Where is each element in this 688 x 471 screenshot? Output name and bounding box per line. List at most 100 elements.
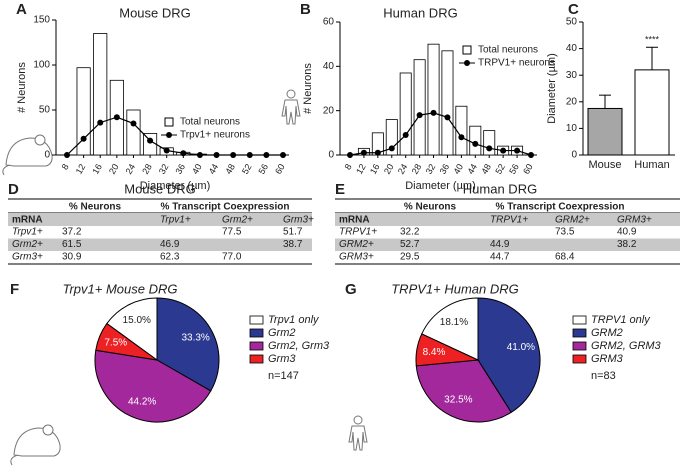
- bar: [427, 43, 440, 156]
- legend-swatch: [462, 45, 472, 55]
- y-tick-label: 40: [566, 43, 578, 54]
- point: [514, 147, 521, 154]
- point: [444, 114, 451, 121]
- chart-title: Trpv1+ Mouse DRG: [63, 281, 178, 296]
- column-header: TRPV1+: [490, 215, 528, 226]
- table-cell: 51.7: [283, 227, 303, 238]
- table-cell: Grm2+: [12, 239, 43, 250]
- x-tick-label: 8: [60, 162, 71, 171]
- legend-marker: [464, 60, 470, 66]
- bar: [469, 125, 482, 156]
- point: [147, 137, 154, 144]
- legend-swatch: [249, 315, 264, 325]
- x-tick-label: 44: [207, 162, 221, 176]
- table-cell: Trpv1+: [12, 227, 43, 238]
- point: [97, 119, 104, 126]
- table-cell: 44.7: [490, 252, 510, 263]
- table-cell: 30.9: [62, 252, 82, 263]
- x-tick-label: 12: [354, 162, 368, 176]
- point: [416, 112, 423, 119]
- note: n=83: [591, 370, 616, 382]
- table-cell: 77.5: [222, 227, 242, 238]
- legend-label: Trpv1+ neurons: [180, 130, 250, 141]
- mouse-icon: [2, 134, 53, 176]
- legend-label: GRM2, GRM3: [591, 340, 662, 352]
- y-tick-label: 40: [323, 61, 335, 72]
- chart-title: TRPV1+ Human DRG: [391, 281, 519, 296]
- table-cell: GRM2+: [339, 239, 374, 250]
- point: [472, 140, 479, 147]
- x-tick-label: 28: [140, 162, 154, 176]
- y-tick-label: 0: [571, 150, 577, 161]
- table-cell: 38.7: [283, 239, 303, 250]
- note: n=147: [268, 370, 299, 382]
- y-axis-label: # Neurons: [302, 63, 314, 114]
- x-tick-label: 12: [74, 162, 88, 176]
- chart-title: Mouse DRG: [119, 5, 191, 20]
- legend-label: Grm2, Grm3: [268, 340, 330, 352]
- pie-slice: [156, 297, 220, 392]
- table-cell: 73.5: [555, 227, 575, 238]
- value-label: 15.0%: [123, 315, 151, 326]
- x-tick-label: 52: [493, 162, 507, 176]
- panel-label: E: [335, 181, 345, 198]
- header-row: [8, 213, 312, 226]
- value-label: 7.5%: [104, 338, 127, 349]
- x-tick-label: 36: [173, 162, 187, 176]
- legend-swatch: [249, 341, 264, 351]
- y-tick-label: 20: [323, 105, 335, 116]
- header-row: [335, 213, 680, 226]
- panel-label: D: [8, 181, 19, 198]
- point: [180, 150, 187, 157]
- group-header: % Transcript Coexpression: [161, 202, 290, 213]
- column-header: GRM3+: [617, 215, 652, 226]
- pie-slice: [415, 333, 480, 367]
- table-cell: 37.2: [62, 227, 82, 238]
- column-header: mRNA: [339, 215, 370, 226]
- column-header: Grm2+: [222, 215, 253, 226]
- y-tick-label: 50: [39, 105, 51, 116]
- bar: [413, 59, 426, 156]
- panel-label: B: [300, 1, 311, 18]
- point: [402, 132, 409, 139]
- x-tick-label: 60: [273, 162, 287, 176]
- column-header: GRM2+: [555, 215, 590, 226]
- point: [163, 147, 170, 154]
- point: [528, 152, 534, 158]
- value-label: 32.5%: [444, 395, 472, 406]
- value-label: 8.4%: [423, 347, 446, 358]
- x-tick-label: 56: [507, 162, 521, 176]
- human-icon: [281, 89, 301, 125]
- value-label: 44.2%: [128, 397, 156, 408]
- point: [458, 134, 465, 141]
- table-cell: 29.5: [400, 252, 420, 263]
- panel-label: A: [16, 1, 27, 18]
- column-header: Trpv1+: [160, 215, 191, 226]
- y-axis-label: # Neurons: [16, 62, 28, 113]
- group-header: % Transcript Coexpression: [496, 202, 625, 213]
- table-title: Mouse DRG: [124, 181, 196, 196]
- annotation: ****: [645, 35, 660, 45]
- x-tick-label: 24: [124, 162, 138, 176]
- value-label: 41.0%: [507, 342, 535, 353]
- table-cell: 52.7: [400, 239, 420, 250]
- y-tick-label: 20: [566, 96, 578, 107]
- point: [486, 145, 493, 152]
- point: [230, 152, 237, 158]
- table-cell: GRM3+: [339, 252, 374, 263]
- point: [213, 152, 220, 158]
- legend-label: Grm2: [268, 327, 296, 339]
- panel-label: G: [345, 281, 357, 298]
- x-tick-label: 44: [465, 162, 479, 176]
- point: [430, 109, 437, 116]
- x-tick-label: 8: [343, 162, 354, 171]
- table-cell: 32.2: [400, 227, 420, 238]
- x-tick-label: 16: [368, 162, 382, 176]
- table-cell: TRPV1+: [339, 227, 377, 238]
- legend-swatch: [572, 315, 587, 325]
- y-tick-label: 100: [33, 60, 50, 71]
- point: [374, 149, 381, 156]
- human-icon: [348, 415, 368, 451]
- y-tick-label: 50: [566, 17, 578, 28]
